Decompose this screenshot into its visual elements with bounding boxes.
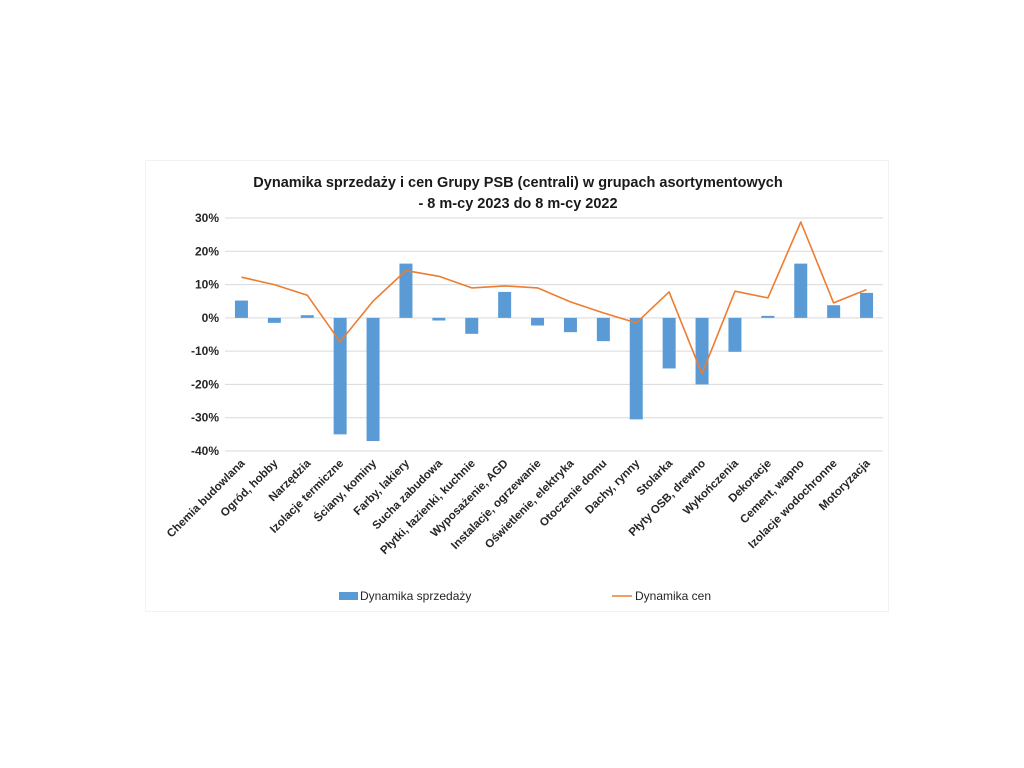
bar <box>399 263 413 318</box>
y-axis-ticks: 30% 20% 10% 0% -10% -20% -30% -40% <box>191 211 219 458</box>
chart-area: Dynamika sprzedaży i cen Grupy PSB (cent… <box>145 160 889 612</box>
bar <box>267 317 281 323</box>
bar <box>662 317 676 369</box>
bar <box>300 315 314 318</box>
bar <box>596 317 610 342</box>
y-tick-label: 20% <box>195 244 219 258</box>
legend-bar-swatch <box>339 592 358 600</box>
bar <box>498 291 512 318</box>
x-tick-label: Ogród, hobby <box>219 457 281 519</box>
y-tick-label: -30% <box>191 411 219 425</box>
y-tick-label: 30% <box>195 211 219 225</box>
bar <box>465 317 479 334</box>
legend: Dynamika sprzedaży Dynamika cen <box>339 589 711 603</box>
y-tick-label: -20% <box>191 377 219 391</box>
bar <box>366 317 380 442</box>
y-tick-label: -10% <box>191 344 219 358</box>
bar <box>531 317 545 326</box>
bar <box>827 305 841 318</box>
chart-svg: Dynamika sprzedaży i cen Grupy PSB (cent… <box>165 175 883 603</box>
bar <box>234 300 248 318</box>
chart-title-line-2: - 8 m-cy 2023 do 8 m-cy 2022 <box>418 196 617 212</box>
y-tick-label: 10% <box>195 278 219 292</box>
bar <box>432 317 446 321</box>
line-series <box>241 221 867 375</box>
gridlines <box>225 217 883 452</box>
bar <box>728 317 742 352</box>
bar <box>629 317 643 420</box>
bar-series <box>234 263 874 442</box>
bar <box>860 292 874 318</box>
chart-title-line-1: Dynamika sprzedaży i cen Grupy PSB (cent… <box>253 175 782 191</box>
bar <box>563 317 577 333</box>
price-line <box>241 221 867 375</box>
y-tick-label: -40% <box>191 444 219 458</box>
bar <box>761 315 775 318</box>
bar <box>794 263 808 318</box>
bar <box>333 317 347 435</box>
y-tick-label: 0% <box>202 311 220 325</box>
legend-label-sales: Dynamika sprzedaży <box>360 589 471 603</box>
legend-label-prices: Dynamika cen <box>635 589 711 603</box>
